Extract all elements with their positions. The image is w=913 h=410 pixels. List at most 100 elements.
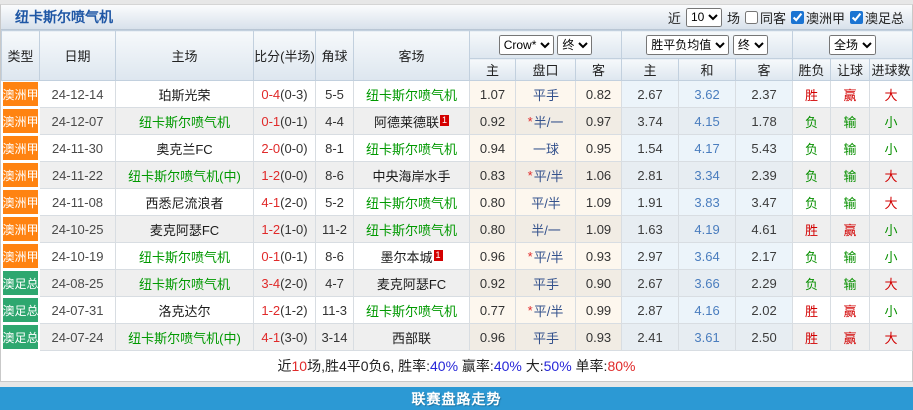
ah-home-odds: 0.83	[469, 161, 516, 189]
home-team-cell[interactable]: 麦克阿瑟FC	[115, 215, 254, 243]
eu-home-odds: 2.87	[621, 296, 680, 324]
score-cell: 1-2(0-0)	[253, 161, 316, 189]
away-team-cell[interactable]: 阿德莱德联 1	[353, 107, 470, 135]
scope-select[interactable]: 全场	[829, 34, 877, 55]
away-team-cell[interactable]: 纽卡斯尔喷气机	[353, 296, 470, 324]
section-bar-league-trend: 联赛盘路走势	[0, 387, 913, 410]
eu-away-odds: 2.37	[735, 80, 794, 108]
eu-home-odds: 2.41	[621, 323, 680, 351]
away-team-cell[interactable]: 墨尔本城 1	[353, 242, 470, 270]
record-summary: 近 10 场,胜4平0负6, 胜率: 40% 赢率: 40% 大: 50% 单率: 80%	[1, 351, 912, 381]
result-handicap: 输	[830, 269, 871, 297]
ah-home-odds: 0.96	[469, 323, 516, 351]
home-team-cell[interactable]: 纽卡斯尔喷气机	[115, 269, 254, 297]
result-handicap: 赢	[830, 215, 871, 243]
home-team-cell[interactable]: 洛克达尔	[115, 296, 254, 324]
home-team-cell[interactable]: 奥克兰FC	[115, 134, 254, 162]
eu-draw-odds: 4.17	[678, 134, 737, 162]
ah-away-odds: 0.82	[574, 80, 623, 108]
team-stats-panel: 纽卡斯尔喷气机 近 10 场 同客 澳洲甲 澳足总 类型	[0, 4, 913, 382]
team-title: 纽卡斯尔喷气机	[15, 9, 113, 25]
filter-controls: 近 10 场 同客 澳洲甲 澳足总	[668, 7, 904, 27]
result-winlose: 胜	[792, 80, 832, 108]
summary-segment: 50%	[543, 358, 572, 374]
away-team-cell[interactable]: 西部联	[353, 323, 470, 351]
eu-draw-odds: 3.66	[678, 269, 737, 297]
ah-time-select[interactable]: 终	[557, 34, 593, 55]
away-team-cell[interactable]: 纽卡斯尔喷气机	[353, 134, 470, 162]
summary-segment: 40%	[430, 358, 459, 374]
table-row: 澳足总 24-07-31 洛克达尔 1-2(1-2) 11-3 纽卡斯尔喷气机 …	[1, 296, 913, 324]
subcol-handicap: 让球	[830, 58, 871, 81]
home-team-cell[interactable]: 纽卡斯尔喷气机	[115, 107, 254, 135]
result-goals: 大	[869, 161, 913, 189]
league-type-badge: 澳洲甲	[1, 80, 40, 108]
eu-home-odds: 2.67	[621, 269, 680, 297]
ah-line: 平手	[515, 269, 576, 297]
col-header-type: 类型	[1, 30, 40, 81]
result-handicap: 输	[830, 161, 871, 189]
away-team-cell[interactable]: 麦克阿瑟FC	[353, 269, 470, 297]
eu-away-odds: 1.78	[735, 107, 794, 135]
score-cell: 0-4(0-3)	[253, 80, 316, 108]
home-team-cell[interactable]: 纽卡斯尔喷气机(中)	[115, 323, 254, 351]
ah-odds-group-header: Crow* 终	[468, 30, 623, 59]
same-venue-checkbox[interactable]: 同客	[744, 8, 786, 27]
summary-segment: 10	[291, 358, 308, 374]
home-team-cell[interactable]: 纽卡斯尔喷气机	[115, 242, 254, 270]
cup-checkbox[interactable]: 澳足总	[849, 8, 904, 27]
subcol-eu-away: 客	[735, 58, 794, 81]
eu-draw-odds: 3.83	[678, 188, 737, 216]
result-handicap: 输	[830, 107, 871, 135]
result-winlose: 负	[792, 188, 832, 216]
league-type-badge: 澳足总	[1, 269, 40, 297]
col-header-score: 比分(半场)	[253, 30, 316, 81]
eu-draw-odds: 4.15	[678, 107, 737, 135]
bookmaker-select[interactable]: Crow*	[498, 34, 554, 55]
match-date: 24-11-08	[39, 188, 116, 216]
score-cell: 4-1(2-0)	[253, 188, 316, 216]
eu-away-odds: 2.02	[735, 296, 794, 324]
table-row: 澳洲甲 24-12-07 纽卡斯尔喷气机 0-1(0-1) 4-4 阿德莱德联 1…	[1, 107, 913, 135]
eu-home-odds: 2.97	[621, 242, 680, 270]
match-date: 24-10-19	[39, 242, 116, 270]
result-winlose: 胜	[792, 296, 832, 324]
score-cell: 0-1(0-1)	[253, 242, 316, 270]
eu-draw-odds: 4.19	[678, 215, 737, 243]
corner-score: 4-4	[315, 107, 354, 135]
ah-line: 一球	[515, 134, 576, 162]
rank-badge: 1	[440, 114, 450, 126]
col-header-away: 客场	[353, 30, 470, 81]
ah-home-odds: 0.92	[469, 107, 516, 135]
score-cell: 4-1(3-0)	[253, 323, 316, 351]
away-team-cell[interactable]: 中央海岸水手	[353, 161, 470, 189]
ah-away-odds: 0.97	[574, 107, 623, 135]
away-team-cell[interactable]: 纽卡斯尔喷气机	[353, 80, 470, 108]
recent-count-select[interactable]: 10	[685, 7, 722, 27]
subcol-ah-line: 盘口	[515, 58, 576, 81]
league-a-checkbox[interactable]: 澳洲甲	[790, 8, 845, 27]
home-team-cell[interactable]: 纽卡斯尔喷气机(中)	[115, 161, 254, 189]
league-type-badge: 澳洲甲	[1, 242, 40, 270]
result-winlose: 负	[792, 269, 832, 297]
summary-segment: 赢率:	[458, 358, 494, 374]
score-cell: 1-2(1-2)	[253, 296, 316, 324]
result-group-header: 全场	[792, 30, 913, 59]
away-team-cell[interactable]: 纽卡斯尔喷气机	[353, 188, 470, 216]
eu-draw-odds: 4.16	[678, 296, 737, 324]
result-winlose: 负	[792, 161, 832, 189]
subcol-eu-home: 主	[621, 58, 680, 81]
subcol-ah-home: 主	[469, 58, 516, 81]
home-team-cell[interactable]: 珀斯光荣	[115, 80, 254, 108]
rank-badge: 1	[433, 249, 443, 261]
home-team-cell[interactable]: 西悉尼流浪者	[115, 188, 254, 216]
ah-line: *平/半	[515, 296, 576, 324]
eu-time-select[interactable]: 终	[732, 34, 768, 55]
col-header-date: 日期	[39, 30, 116, 81]
eu-type-select[interactable]: 胜平负均值	[646, 34, 730, 55]
league-type-badge: 澳洲甲	[1, 134, 40, 162]
ah-line: 半/一	[515, 215, 576, 243]
away-team-cell[interactable]: 纽卡斯尔喷气机	[353, 215, 470, 243]
ah-away-odds: 1.09	[574, 188, 623, 216]
corner-score: 8-6	[315, 242, 354, 270]
